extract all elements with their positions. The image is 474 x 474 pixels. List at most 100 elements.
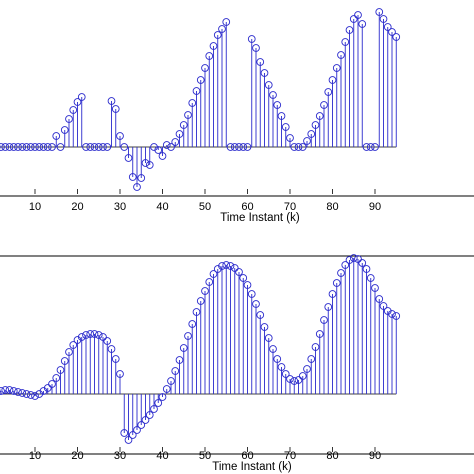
bottom-stem-marker <box>22 390 31 398</box>
top-stem-marker <box>103 143 112 151</box>
bottom-stem-marker <box>366 274 375 282</box>
bottom-stem-marker <box>328 290 337 298</box>
top-x-tick-label: 90 <box>369 201 381 213</box>
bottom-stem-marker <box>281 370 290 378</box>
bottom-stem-marker <box>5 386 14 394</box>
top-stem-marker <box>171 138 180 146</box>
bottom-stem-marker <box>128 431 137 439</box>
top-stem-marker <box>320 101 328 109</box>
top-stem-marker <box>86 143 95 151</box>
top-stem-marker <box>65 115 73 123</box>
bottom-stem-marker <box>171 367 180 375</box>
top-stem-marker <box>264 81 273 89</box>
bottom-stem-marker <box>77 333 86 341</box>
bottom-stem-marker <box>133 426 141 434</box>
bottom-stem-marker <box>388 310 396 318</box>
top-stem-marker <box>26 143 35 151</box>
bottom-stem-marker <box>332 279 341 287</box>
top-stem-marker <box>205 52 214 60</box>
bottom-stem-marker <box>94 331 103 339</box>
bottom-stem-marker <box>273 355 282 363</box>
bottom-stem-marker <box>311 343 320 351</box>
bottom-stem-marker <box>145 411 154 419</box>
bottom-x-ticks: 10 20 30 40 50 60 70 80 90 <box>29 447 381 462</box>
top-stem-marker <box>383 23 392 31</box>
top-stem-marker <box>128 173 137 181</box>
top-stem-marker <box>9 143 18 151</box>
top-stem-marker <box>196 76 205 84</box>
bottom-stem-marker <box>31 392 39 400</box>
top-stem-marker <box>14 143 22 151</box>
bottom-stem-marker <box>9 387 18 395</box>
bottom-stem-marker <box>167 377 175 385</box>
top-stem-marker <box>311 121 320 129</box>
bottom-stem-marker <box>1 386 10 394</box>
top-stem-marker <box>290 143 299 151</box>
top-stem-marker <box>213 31 222 39</box>
top-stem-marker <box>48 143 56 151</box>
top-stem-marker <box>124 154 133 162</box>
bottom-stem-marker <box>358 259 367 267</box>
top-stem-marker <box>307 130 316 138</box>
top-stem-marker <box>303 137 311 145</box>
bottom-stem-marker <box>379 302 388 310</box>
top-x-tick-label: 40 <box>156 201 168 213</box>
bottom-stem-marker <box>60 357 69 365</box>
bottom-stem-marker <box>116 370 124 378</box>
bottom-x-tick-label: 90 <box>369 450 381 462</box>
bottom-stem-marker <box>65 348 73 356</box>
top-stem-marker <box>18 143 27 151</box>
top-stem-marker <box>90 143 99 151</box>
bottom-stem-marker <box>294 376 303 384</box>
top-stem-marker <box>69 106 78 114</box>
bottom-stem-marker <box>392 312 401 320</box>
bottom-stem-marker <box>243 281 252 289</box>
top-stem-marker <box>167 143 175 151</box>
top-x-tick-label: 60 <box>241 201 253 213</box>
bottom-stem-marker <box>56 366 65 374</box>
top-stem-marker <box>192 87 201 95</box>
bottom-stem-marker <box>324 303 333 311</box>
top-stem-marker <box>39 143 48 151</box>
top-stem-marker <box>341 38 350 46</box>
bottom-stem-marker <box>362 265 371 273</box>
top-stem-marker <box>349 15 358 23</box>
bottom-stem-marker <box>209 270 218 278</box>
top-stem-marker <box>5 143 14 151</box>
bottom-x-tick-label: 30 <box>114 450 126 462</box>
bottom-stem-marker <box>349 254 358 262</box>
top-stem-marker <box>120 143 129 151</box>
bottom-stem-marker <box>26 391 35 399</box>
bottom-stem-marker <box>235 268 243 276</box>
top-stem-marker <box>230 143 239 151</box>
top-stem-marker <box>247 35 256 43</box>
top-stem-marker <box>218 25 226 33</box>
top-stem-marker <box>222 18 231 26</box>
bottom-stem-marker <box>375 295 384 303</box>
bottom-stem-marker <box>111 355 120 363</box>
top-stem-marker <box>133 183 141 191</box>
top-stem-marker <box>273 101 282 109</box>
top-stem-marker <box>188 99 197 107</box>
top-stem-marker <box>1 143 10 151</box>
top-stem-marker <box>371 143 379 151</box>
top-stem-marker <box>269 91 277 99</box>
bottom-stem-marker <box>345 256 354 264</box>
top-stem-marker <box>60 126 69 134</box>
top-stem-marker <box>0 143 5 151</box>
bottom-stem-marker <box>82 331 90 339</box>
bottom-stem-marker <box>315 330 324 338</box>
bottom-stem-marker <box>371 284 379 292</box>
bottom-stem-marker <box>269 345 277 353</box>
top-x-tick-label: 10 <box>29 201 41 213</box>
top-stem-marker <box>184 111 192 119</box>
bottom-stem-marker <box>141 416 150 424</box>
bottom-stem-marker <box>18 389 27 397</box>
bottom-stem-marker <box>201 287 209 295</box>
bottom-stem-marker <box>14 388 22 396</box>
bottom-stem-marker <box>264 334 273 342</box>
top-stem-marker <box>243 143 252 151</box>
top-stem-marker <box>337 51 345 59</box>
top-stem-marker <box>56 143 65 151</box>
